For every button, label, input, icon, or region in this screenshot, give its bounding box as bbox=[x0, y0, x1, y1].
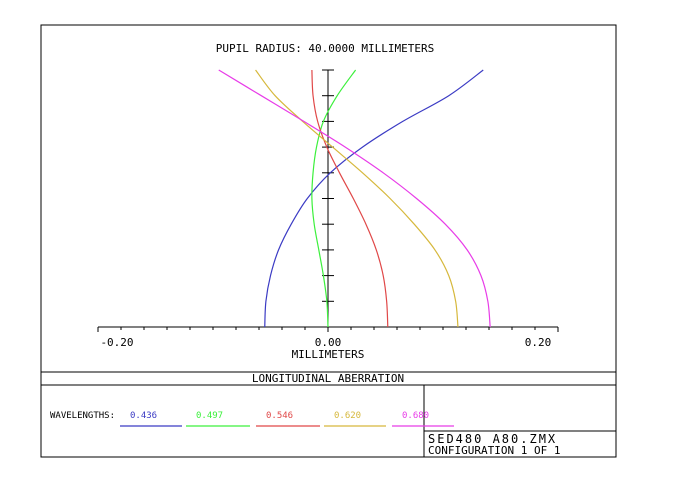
legend: 0.436 0.497 0.546 0.620 0.680 bbox=[120, 411, 454, 427]
series-curve-2 bbox=[311, 69, 357, 328]
axes bbox=[97, 69, 559, 332]
plot-name: LONGITUDINAL ABERRATION bbox=[252, 372, 404, 385]
chart-title: PUPIL RADIUS: 40.0000 MILLIMETERS bbox=[216, 42, 435, 55]
legend-label-3: 0.546 bbox=[266, 411, 293, 421]
series-curve-1 bbox=[264, 69, 484, 328]
legend-label-4: 0.620 bbox=[334, 411, 361, 421]
curves bbox=[218, 69, 491, 328]
file-name: SED480 A80.ZMX bbox=[428, 432, 557, 446]
x-tick-label-max: 0.20 bbox=[525, 336, 552, 349]
series-curve-3 bbox=[311, 69, 389, 328]
series-curve-4 bbox=[255, 69, 459, 328]
x-axis-label: MILLIMETERS bbox=[292, 348, 365, 361]
legend-label-2: 0.497 bbox=[196, 411, 223, 421]
legend-title: WAVELENGTHS: bbox=[50, 411, 115, 421]
legend-label-1: 0.436 bbox=[130, 411, 157, 421]
x-tick-label-min: -0.20 bbox=[100, 336, 133, 349]
legend-label-5: 0.680 bbox=[402, 411, 429, 421]
series-curve-5 bbox=[218, 69, 491, 328]
outer-border bbox=[40, 24, 617, 458]
configuration-label: CONFIGURATION 1 OF 1 bbox=[428, 444, 560, 457]
x-tick-label-zero: 0.00 bbox=[315, 336, 342, 349]
